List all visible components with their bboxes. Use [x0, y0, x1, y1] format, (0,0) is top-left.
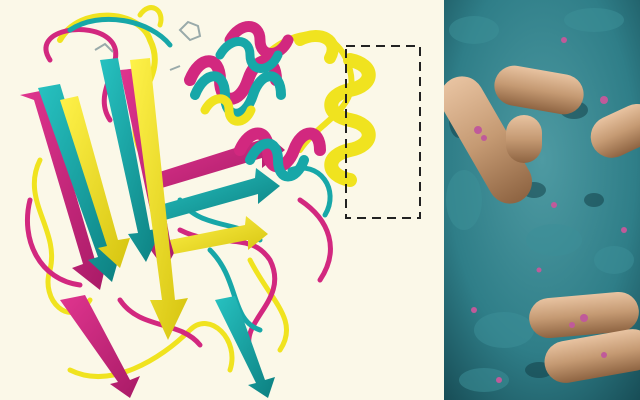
cyan-helix	[245, 138, 309, 182]
highlight-box	[345, 45, 421, 219]
cyan-strand	[38, 84, 122, 282]
cyan-helix	[215, 37, 283, 73]
cyan-strand	[100, 58, 162, 262]
rod-bacterium	[590, 103, 640, 158]
cyan-loop	[67, 16, 173, 48]
rod-bacterium	[544, 329, 640, 383]
magenta-loop	[43, 27, 119, 123]
yellow-loop	[137, 5, 164, 28]
cyan-helix	[190, 71, 286, 119]
cyan-strand	[215, 296, 275, 398]
cyan-strand	[160, 168, 280, 220]
magenta-loop	[24, 197, 83, 288]
pink-particles	[471, 37, 627, 383]
magenta-strand	[150, 130, 285, 190]
yellow-helix	[324, 53, 376, 187]
side-chain-sticks	[94, 20, 202, 71]
rod-bacterium	[494, 65, 584, 115]
yellow-loop	[67, 321, 235, 379]
magenta-loop	[117, 297, 203, 348]
bacteria-micrograph-panel	[444, 0, 640, 400]
yellow-strand	[130, 58, 188, 340]
yellow-loop	[257, 31, 355, 153]
yellow-helix	[200, 94, 256, 126]
yellow-strand	[60, 96, 130, 268]
rod-bacterium	[506, 115, 542, 163]
surface-texture	[446, 8, 634, 392]
magenta-helix	[184, 55, 282, 105]
yellow-loop	[247, 257, 289, 353]
protein-ribbon-illustration	[20, 5, 421, 398]
yellow-strand	[170, 216, 268, 254]
magenta-loop	[297, 197, 333, 283]
magenta-strand	[20, 90, 108, 290]
yellow-helix	[294, 30, 339, 64]
micrograph-illustration	[444, 0, 640, 400]
magenta-strand	[60, 295, 140, 398]
protein-structure-panel	[20, 5, 421, 398]
